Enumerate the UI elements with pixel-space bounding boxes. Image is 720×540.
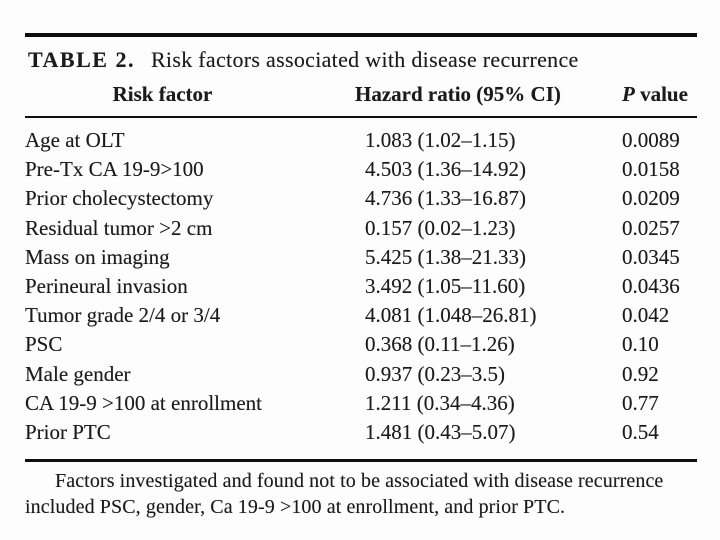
cell-p-value: 0.042 — [622, 303, 670, 328]
cell-hazard-ratio: 4.736 (1.33–16.87) — [365, 186, 526, 211]
cell-p-value: 0.92 — [622, 361, 659, 386]
cell-hazard-ratio: 4.503 (1.36–14.92) — [365, 157, 526, 182]
footnote-line-1: Factors investigated and found not to be… — [55, 470, 664, 493]
cell-risk-factor: Pre-Tx CA 19-9>100 — [25, 157, 204, 182]
table-row: Male gender 0.937 (0.23–3.5) 0.92 — [25, 360, 697, 389]
table-row: CA 19-9 >100 at enrollment 1.211 (0.34–4.… — [25, 389, 697, 418]
cell-hazard-ratio: 1.211 (0.34–4.36) — [365, 390, 515, 415]
table-header-row: Risk factor Hazard ratio (95% CI) P valu… — [25, 82, 697, 116]
cell-risk-factor: Mass on imaging — [25, 244, 170, 269]
p-value-rest: value — [640, 82, 688, 106]
header-rule — [25, 116, 697, 118]
cell-hazard-ratio: 0.157 (0.02–1.23) — [365, 215, 516, 240]
table-body: Age at OLT 1.083 (1.02–1.15) 0.0089 Pre-Tx … — [25, 118, 697, 459]
top-rule — [25, 33, 697, 37]
column-header-p-value: P value — [622, 82, 697, 106]
cell-risk-factor: Perineural invasion — [25, 274, 188, 299]
table-row: Tumor grade 2/4 or 3/4 4.081 (1.048–26.81… — [25, 301, 697, 330]
cell-hazard-ratio: 4.081 (1.048–26.81) — [365, 303, 537, 328]
p-value-italic-p: P — [622, 82, 635, 106]
cell-risk-factor: PSC — [25, 332, 63, 357]
table-row: Mass on imaging 5.425 (1.38–21.33) 0.0345 — [25, 243, 697, 272]
cell-risk-factor: Prior cholecystectomy — [25, 186, 214, 211]
bottom-rule — [25, 459, 697, 463]
cell-p-value: 0.54 — [622, 420, 659, 445]
cell-p-value: 0.0158 — [622, 157, 680, 182]
cell-hazard-ratio: 1.481 (0.43–5.07) — [365, 420, 516, 445]
cell-hazard-ratio: 5.425 (1.38–21.33) — [365, 244, 526, 269]
table-footnote: Factors investigated and found not to be… — [25, 468, 697, 520]
cell-risk-factor: Residual tumor >2 cm — [25, 215, 213, 240]
cell-p-value: 0.0436 — [622, 274, 680, 299]
table-row: Residual tumor >2 cm 0.157 (0.02–1.23) 0.0… — [25, 214, 697, 243]
cell-hazard-ratio: 1.083 (1.02–1.15) — [365, 128, 516, 152]
cell-risk-factor: CA 19-9 >100 at enrollment — [25, 390, 262, 415]
table-caption: TABLE 2. Risk factors associated with dis… — [25, 37, 697, 82]
table-row: Prior cholecystectomy 4.736 (1.33–16.87) 0… — [25, 184, 697, 213]
table-label: TABLE 2. — [28, 47, 135, 72]
table-row: Pre-Tx CA 19-9>100 4.503 (1.36–14.92) 0.01… — [25, 155, 697, 184]
table-row: PSC 0.368 (0.11–1.26) 0.10 — [25, 330, 697, 359]
cell-hazard-ratio: 0.937 (0.23–3.5) — [365, 361, 505, 386]
table-row: Perineural invasion 3.492 (1.05–11.60) 0.0… — [25, 272, 697, 301]
cell-hazard-ratio: 0.368 (0.11–1.26) — [365, 332, 515, 357]
table-title: Risk factors associated with disease rec… — [150, 47, 579, 72]
column-header-risk-factor: Risk factor — [112, 82, 213, 106]
table-2: TABLE 2. Risk factors associated with dis… — [25, 33, 697, 520]
cell-risk-factor: Tumor grade 2/4 or 3/4 — [25, 303, 221, 328]
cell-p-value: 0.0345 — [622, 244, 680, 269]
footnote-line-2: included PSC, gender, Ca 19-9 >100 at en… — [25, 496, 566, 519]
cell-risk-factor: Age at OLT — [25, 128, 125, 152]
cell-p-value: 0.0089 — [622, 128, 680, 152]
cell-p-value: 0.0257 — [622, 215, 680, 240]
cell-hazard-ratio: 3.492 (1.05–11.60) — [365, 274, 526, 299]
cell-risk-factor: Prior PTC — [25, 420, 111, 445]
cell-p-value: 0.0209 — [622, 186, 680, 211]
cell-risk-factor: Male gender — [25, 361, 131, 386]
column-header-hazard-ratio: Hazard ratio (95% CI) — [355, 82, 561, 106]
cell-p-value: 0.10 — [622, 332, 659, 357]
table-row: Age at OLT 1.083 (1.02–1.15) 0.0089 — [25, 126, 697, 155]
table-row: Prior PTC 1.481 (0.43–5.07) 0.54 — [25, 418, 697, 447]
cell-p-value: 0.77 — [622, 390, 659, 415]
